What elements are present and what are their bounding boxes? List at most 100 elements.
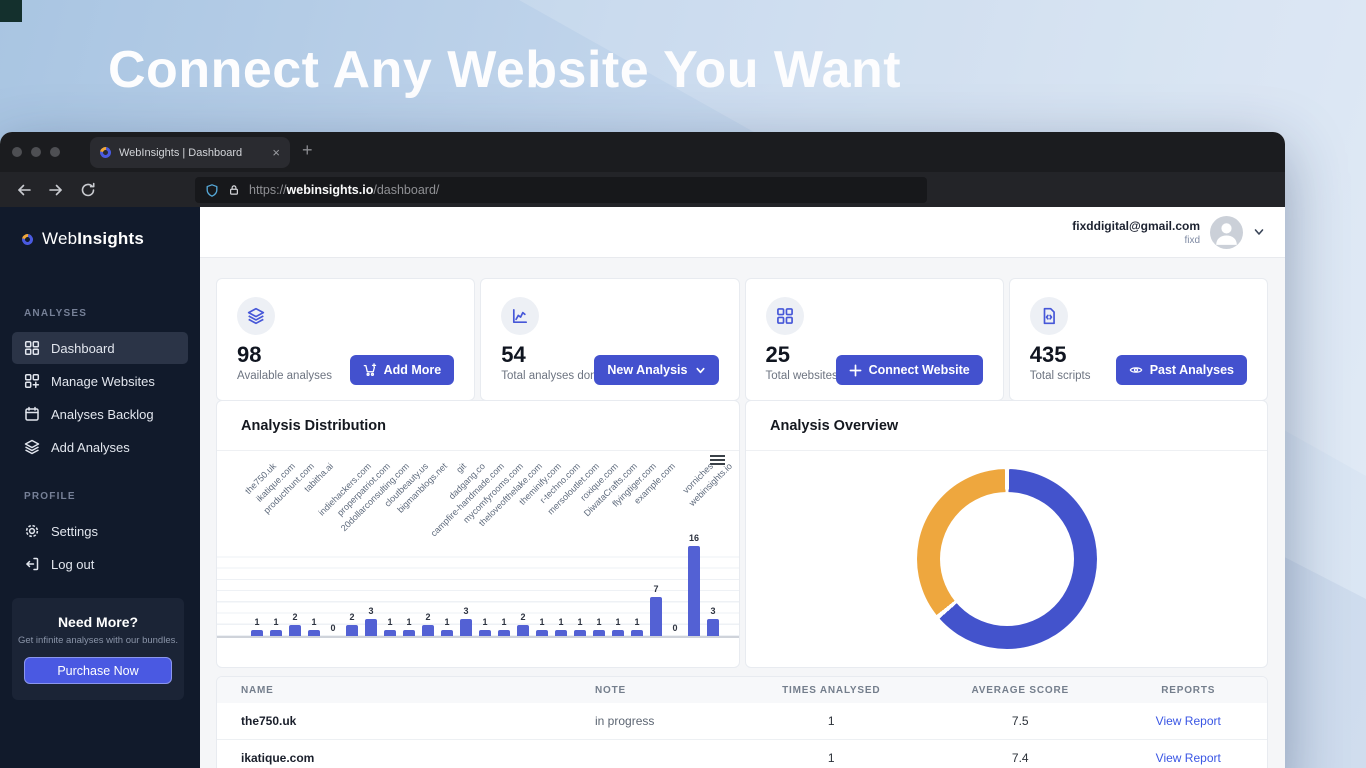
bar-value-label: 1 (539, 617, 545, 628)
bar-value-label: 1 (501, 617, 507, 628)
reload-icon[interactable] (80, 182, 96, 198)
stat-value: 435 (1029, 342, 1067, 367)
upsell-card: Need More? Get infinite analyses with ou… (12, 598, 184, 700)
bar (251, 630, 263, 636)
sidebar-item-settings[interactable]: Settings (12, 515, 188, 547)
gear-icon (25, 524, 39, 538)
lock-icon[interactable] (228, 183, 240, 197)
browser-tab-bar: WebInsights | Dashboard × + (0, 132, 1285, 172)
sidebar: WebInsights ANALYSES Dashboard Manage We… (0, 207, 200, 768)
view-report-link[interactable]: View Report (1155, 751, 1221, 765)
donut-ring (917, 469, 1097, 649)
bar-value-label: 3 (710, 606, 716, 617)
new-tab-button[interactable]: + (302, 140, 313, 160)
sidebar-item-label: Dashboard (51, 340, 115, 356)
calendar-icon (25, 406, 39, 421)
chevron-down-icon[interactable] (1253, 226, 1265, 238)
stat-label: Total websites (765, 370, 838, 382)
stat-label: Total scripts (1029, 370, 1091, 382)
grid-plus-icon (24, 373, 40, 389)
average-score: 7.5 (1011, 714, 1029, 728)
sidebar-item-analyses-backlog[interactable]: Analyses Backlog (12, 398, 188, 430)
sidebar-item-label: Add Analyses (51, 439, 130, 455)
bar (289, 624, 301, 636)
url-bar[interactable]: https://webinsights.io/dashboard/ (195, 177, 927, 203)
stat-card-total-websites: 25 Total websites Connect Website (744, 278, 1004, 401)
chart-menu-icon[interactable] (710, 453, 725, 465)
url-text: https://webinsights.io/dashboard/ (249, 183, 440, 197)
sidebar-item-manage-websites[interactable]: Manage Websites (12, 365, 188, 397)
tab-close-icon[interactable]: × (272, 145, 280, 160)
purchase-now-button[interactable]: Purchase Now (24, 657, 172, 684)
stat-value: 98 (237, 342, 262, 367)
analysis-overview-card: Analysis Overview (745, 400, 1268, 668)
bar (308, 630, 320, 636)
bar-value-label: 2 (292, 611, 298, 622)
bar-value-label: 3 (463, 606, 469, 617)
sidebar-item-logout[interactable]: Log out (12, 548, 188, 580)
tab-title: WebInsights | Dashboard (119, 146, 243, 159)
upsell-title: Need More? (57, 614, 139, 630)
col-header-reports: REPORTS (1161, 684, 1216, 696)
hero-title: Connect Any Website You Want (108, 41, 902, 99)
col-header-name: NAME (241, 684, 274, 696)
grid-icon (776, 308, 793, 324)
window-minimize-button[interactable] (31, 147, 41, 157)
table-row: ikatique.com 1 7.4 View Report (217, 740, 1267, 768)
corner-accent (0, 0, 22, 22)
bar-value-label: 0 (330, 623, 336, 633)
stat-icon-circle (501, 297, 540, 335)
button-label: New Analysis (607, 363, 688, 377)
brand-logo[interactable]: WebInsights (19, 229, 200, 249)
bar-chart: the750.uk ikatique.com producthunt.com tabi… (217, 451, 739, 667)
stat-value: 54 (501, 342, 526, 367)
script-file-icon (1043, 307, 1055, 325)
add-more-button[interactable]: Add More (349, 355, 455, 385)
chart-title: Analysis Distribution (217, 401, 739, 451)
layers-icon (24, 439, 40, 455)
bar (631, 630, 643, 636)
forward-icon[interactable] (48, 182, 64, 198)
page-viewport: WebInsights ANALYSES Dashboard Manage We… (0, 207, 1285, 768)
cart-plus-icon (363, 363, 376, 376)
user-email: fixddigital@gmail.com (1072, 218, 1200, 233)
avatar[interactable] (1210, 215, 1243, 249)
browser-tab[interactable]: WebInsights | Dashboard × (90, 137, 290, 168)
stat-icon-circle (1029, 297, 1068, 335)
sidebar-item-dashboard[interactable]: Dashboard (12, 332, 188, 364)
stat-card-total-scripts: 435 Total scripts Past Analyses (1008, 278, 1268, 401)
bar (479, 630, 491, 636)
brand-name: WebInsights (42, 229, 145, 248)
bar (346, 624, 358, 636)
logout-icon (26, 557, 39, 571)
bar (555, 630, 567, 636)
eye-icon (1129, 367, 1143, 373)
back-icon[interactable] (16, 182, 32, 198)
window-controls[interactable] (12, 147, 60, 157)
window-maximize-button[interactable] (50, 147, 60, 157)
stat-label: Available analyses (237, 370, 333, 382)
stat-value: 25 (765, 342, 790, 367)
bar (422, 624, 434, 636)
sidebar-profile-nav: Settings Log out (0, 515, 200, 580)
tracking-shield-icon[interactable] (205, 183, 219, 198)
window-close-button[interactable] (12, 147, 22, 157)
sidebar-item-add-analyses[interactable]: Add Analyses (12, 431, 188, 463)
table-row: the750.uk in progress 1 7.5 View Report (217, 703, 1267, 740)
past-analyses-button[interactable]: Past Analyses (1115, 355, 1247, 385)
brand-logo-icon (19, 231, 36, 247)
upsell-subtitle: Get infinite analyses with our bundles. (17, 635, 178, 646)
bar-value-label: 0 (672, 623, 678, 633)
bar-value-label: 1 (558, 617, 564, 628)
view-report-link[interactable]: View Report (1155, 714, 1221, 728)
user-name: fixd (1184, 234, 1200, 246)
bar-value-label: 1 (615, 617, 621, 628)
bar (688, 546, 700, 636)
new-analysis-button[interactable]: New Analysis (594, 355, 719, 385)
websites-table: NAME NOTE TIMES ANALYSED AVERAGE SCORE R… (216, 676, 1268, 768)
chart-title: Analysis Overview (746, 401, 1267, 451)
site-name: ikatique.com (241, 751, 315, 765)
bar-value-label: 16 (688, 533, 699, 543)
sidebar-item-label: Manage Websites (51, 373, 155, 389)
connect-website-button[interactable]: Connect Website (835, 355, 983, 385)
